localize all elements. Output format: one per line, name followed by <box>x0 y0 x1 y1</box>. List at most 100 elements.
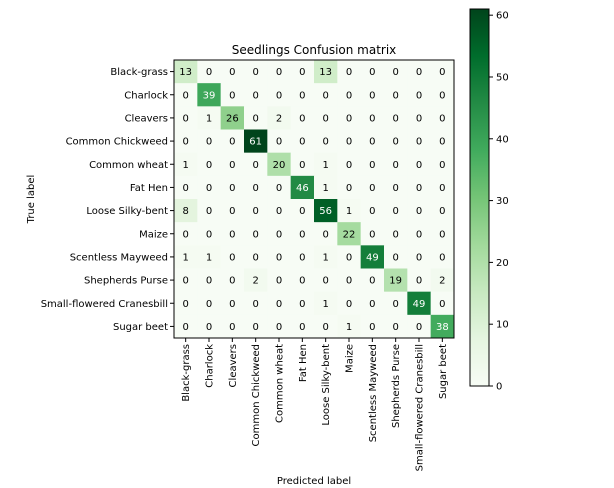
cell-value-label: 0 <box>252 113 258 124</box>
heatmap-cell <box>337 152 361 177</box>
heatmap-cell <box>244 152 268 177</box>
cell-value-label: 0 <box>276 276 282 287</box>
x-tick-label: Loose Silky-bent <box>321 344 332 426</box>
heatmap-cell <box>174 222 198 246</box>
heatmap-cell <box>314 268 338 292</box>
heatmap-cell <box>290 268 315 292</box>
heatmap-cell <box>244 60 268 84</box>
heatmap-cell <box>314 291 338 316</box>
heatmap-cell <box>337 60 361 84</box>
heatmap-cell <box>407 106 431 130</box>
cell-value-label: 22 <box>343 229 356 240</box>
heatmap-cell <box>174 314 198 339</box>
heatmap-cell <box>174 129 198 153</box>
cell-value-label: 0 <box>322 113 328 124</box>
cell-value-label: 19 <box>389 276 402 287</box>
cell-value-label: 0 <box>416 90 422 101</box>
cell-value-label: 20 <box>273 160 286 171</box>
cell-value-label: 0 <box>206 229 212 240</box>
heatmap-cell <box>290 222 315 246</box>
cell-value-label: 1 <box>182 160 188 171</box>
heatmap-cell <box>267 199 291 223</box>
heatmap-cell <box>174 175 198 200</box>
cell-value-label: 0 <box>416 229 422 240</box>
cell-value-label: 0 <box>369 113 375 124</box>
y-tick-label: Common wheat <box>89 160 168 171</box>
y-tick-label: Black-grass <box>110 67 168 78</box>
heatmap-cell <box>384 268 408 292</box>
cell-value-label: 0 <box>299 67 305 78</box>
heatmap-cell <box>244 314 268 339</box>
heatmap-cell <box>407 268 431 292</box>
cell-value-label: 49 <box>366 252 379 263</box>
cell-value-label: 0 <box>392 183 398 194</box>
cell-value-label: 0 <box>416 67 422 78</box>
x-tick-label: Charlock <box>205 344 216 388</box>
colorbar <box>470 9 489 386</box>
heatmap-cell <box>197 245 221 269</box>
heatmap-cell <box>337 222 361 246</box>
heatmap-cell <box>197 129 221 153</box>
heatmap-cell <box>360 245 385 269</box>
heatmap-cell <box>337 106 361 130</box>
cell-value-label: 0 <box>182 276 188 287</box>
heatmap-cell <box>360 314 385 339</box>
heatmap-cell <box>197 175 221 200</box>
heatmap-cell <box>430 199 455 223</box>
y-axis-ticks: Black-grass Charlock Cleavers Common Chickw… <box>41 67 174 333</box>
cell-value-label: 0 <box>369 322 375 333</box>
heatmap-cell <box>267 83 291 107</box>
heatmap-cell <box>244 106 268 130</box>
y-tick-label: Maize <box>139 229 168 240</box>
cell-value-label: 0 <box>416 206 422 217</box>
y-tick-label: Sugar beet <box>113 322 168 333</box>
cell-value-label: 0 <box>392 322 398 333</box>
heatmap-cell <box>384 245 408 269</box>
heatmap-cell <box>384 314 408 339</box>
x-tick-label: Black-grass <box>181 344 192 402</box>
cell-value-label: 39 <box>203 90 216 101</box>
heatmap-cell <box>430 175 455 200</box>
x-tick-label: Cleavers <box>228 344 239 387</box>
heatmap-cell <box>430 129 455 153</box>
colorbar-tick-label: 60 <box>496 11 509 22</box>
heatmap-cell <box>220 268 245 292</box>
heatmap-cell <box>267 60 291 84</box>
cell-value-label: 0 <box>346 90 352 101</box>
y-axis-label: True label <box>26 175 37 225</box>
heatmap-cell <box>197 314 221 339</box>
cell-value-label: 56 <box>319 206 332 217</box>
cell-value-label: 1 <box>322 183 328 194</box>
heatmap-cell <box>314 60 338 84</box>
cell-value-label: 0 <box>229 90 235 101</box>
cell-value-label: 0 <box>299 322 305 333</box>
heatmap-cell <box>430 60 455 84</box>
heatmap-cell <box>360 83 385 107</box>
heatmap-cell <box>407 222 431 246</box>
heatmap-cell <box>244 83 268 107</box>
cell-value-label: 1 <box>206 252 212 263</box>
cell-value-label: 0 <box>182 90 188 101</box>
colorbar-frame <box>469 8 490 387</box>
cell-value-label: 0 <box>416 137 422 148</box>
cell-value-label: 0 <box>392 113 398 124</box>
cell-value-label: 2 <box>276 113 282 124</box>
cell-value-label: 0 <box>392 229 398 240</box>
heatmap-cell <box>430 314 455 339</box>
heatmap-cell <box>174 268 198 292</box>
cell-value-label: 13 <box>319 67 332 78</box>
x-tick-label: Maize <box>345 344 356 373</box>
heatmap-cell <box>337 291 361 316</box>
cell-value-label: 0 <box>369 160 375 171</box>
heatmap-cell <box>407 245 431 269</box>
cell-value-label: 2 <box>252 276 258 287</box>
heatmap-cell <box>267 152 291 177</box>
heatmap-cell <box>290 83 315 107</box>
cell-value-label: 0 <box>369 229 375 240</box>
cell-value-label: 0 <box>439 67 445 78</box>
cell-value-label: 0 <box>369 276 375 287</box>
cell-value-label: 0 <box>229 67 235 78</box>
colorbar-tick-label: 0 <box>496 382 502 393</box>
cell-value-label: 0 <box>299 252 305 263</box>
cell-value-label: 1 <box>322 160 328 171</box>
